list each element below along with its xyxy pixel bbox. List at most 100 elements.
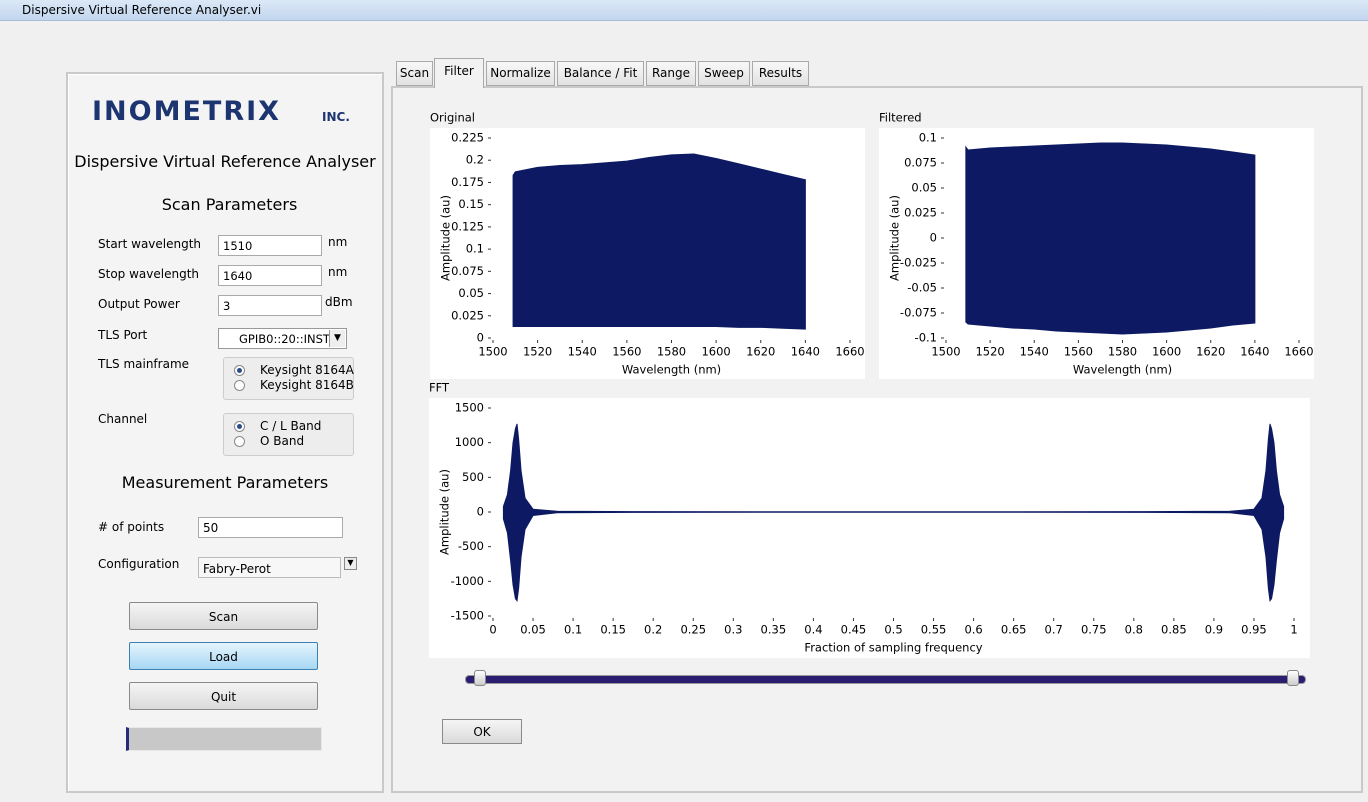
- x-tick-label: 1500: [478, 345, 507, 359]
- y-tick-label: 0: [477, 505, 484, 519]
- x-tick-label: 1580: [657, 345, 686, 359]
- section-title: Measurement Parameters: [121, 473, 329, 492]
- section-title: Scan Parameters: [161, 195, 298, 214]
- text-input[interactable]: 3: [218, 295, 322, 316]
- radio[interactable]: [234, 421, 245, 432]
- x-tick-label: 0.8: [1125, 623, 1143, 637]
- x-tick-label: 0.2: [644, 623, 662, 637]
- field-label: TLS mainframe: [98, 357, 190, 371]
- y-tick-label: 1500: [455, 401, 484, 415]
- field-label: Configuration: [98, 557, 180, 571]
- tab[interactable]: Results: [752, 61, 809, 86]
- window-title: Dispersive Virtual Reference Analyser.vi: [22, 3, 262, 17]
- logo: INOMETRIX: [92, 96, 281, 127]
- text-input[interactable]: 1510: [218, 235, 322, 256]
- y-axis-label: Amplitude (au): [439, 195, 453, 281]
- radio-group: [223, 413, 354, 456]
- button[interactable]: OK: [442, 719, 522, 744]
- x-tick-label: 0.5: [884, 623, 902, 637]
- text-input[interactable]: 50: [198, 517, 343, 538]
- y-tick-label: 0.025: [451, 308, 484, 322]
- radio-label: C / L Band: [260, 419, 322, 433]
- y-tick-label: 0: [930, 231, 937, 245]
- x-tick-label: 0: [489, 623, 496, 637]
- tab[interactable]: Sweep: [698, 61, 750, 86]
- combo-arrow[interactable]: ▼: [329, 330, 345, 347]
- y-tick-label: 0.075: [451, 264, 484, 278]
- radio[interactable]: [234, 436, 245, 447]
- app-title: Dispersive Virtual Reference Analyser: [74, 152, 376, 171]
- field-label: TLS Port: [98, 328, 148, 342]
- title-bar: Dispersive Virtual Reference Analyser.vi: [0, 0, 1368, 21]
- x-tick-label: 1600: [701, 345, 730, 359]
- chart-title: FFT: [429, 381, 450, 395]
- unit-label: nm: [328, 265, 348, 279]
- text-input[interactable]: 1640: [218, 265, 322, 286]
- y-tick-label: 0.1: [466, 242, 484, 256]
- x-tick-label: 0.55: [921, 623, 947, 637]
- tab[interactable]: Normalize: [486, 61, 555, 86]
- y-tick-label: -0.1: [915, 331, 937, 345]
- x-tick-label: 1620: [1196, 345, 1225, 359]
- y-tick-label: -500: [458, 539, 484, 553]
- field-label: Start wavelength: [98, 237, 202, 251]
- x-tick-label: 0.7: [1045, 623, 1063, 637]
- x-tick-label: 0.25: [680, 623, 706, 637]
- signal-band: [965, 142, 1256, 335]
- progress-bar: [126, 727, 322, 751]
- x-tick-label: 1500: [931, 345, 960, 359]
- y-tick-label: 500: [462, 470, 484, 484]
- y-tick-label: 0.15: [458, 197, 484, 211]
- x-tick-label: 1560: [1064, 345, 1093, 359]
- y-tick-label: -0.05: [907, 281, 937, 295]
- tab[interactable]: Scan: [396, 61, 433, 86]
- y-tick-label: 0: [477, 331, 484, 345]
- x-tick-label: 1660: [1284, 345, 1313, 359]
- y-tick-label: 0.05: [458, 286, 484, 300]
- plot-background: [429, 398, 1310, 658]
- tab[interactable]: Filter: [434, 58, 484, 88]
- x-tick-label: 1640: [791, 345, 820, 359]
- x-tick-label: 1560: [612, 345, 641, 359]
- tab[interactable]: Balance / Fit: [557, 61, 644, 86]
- x-tick-label: 0.15: [600, 623, 626, 637]
- x-tick-label: 1600: [1152, 345, 1181, 359]
- radio-label: Keysight 8164B: [260, 378, 354, 392]
- button[interactable]: Load: [129, 642, 318, 670]
- slider-track[interactable]: [465, 675, 1306, 684]
- field-label: Channel: [98, 412, 148, 426]
- radio-label: O Band: [260, 434, 305, 448]
- chart-title: Original: [430, 111, 475, 125]
- y-tick-label: 0.025: [904, 206, 937, 220]
- slider-handle[interactable]: [474, 670, 486, 686]
- combo-box[interactable]: GPIB0::20::INSTR: [218, 328, 347, 349]
- y-tick-label: 0.225: [451, 131, 484, 145]
- radio[interactable]: [234, 365, 245, 376]
- signal-band: [512, 153, 806, 330]
- logo-suffix: INC.: [322, 110, 350, 124]
- radio[interactable]: [234, 380, 245, 391]
- y-tick-label: 1000: [455, 435, 484, 449]
- radio-label: Keysight 8164A: [260, 363, 354, 377]
- button[interactable]: Quit: [129, 682, 318, 710]
- unit-label: nm: [328, 235, 348, 249]
- x-axis-label: Fraction of sampling frequency: [804, 641, 982, 655]
- y-tick-label: 0.175: [451, 175, 484, 189]
- x-axis-label: Wavelength (nm): [1073, 363, 1172, 377]
- slider-handle[interactable]: [1287, 670, 1299, 686]
- combo-arrow[interactable]: ▼: [344, 557, 357, 570]
- button[interactable]: Scan: [129, 602, 318, 630]
- field-label: # of points: [98, 520, 165, 534]
- x-axis-label: Wavelength (nm): [622, 363, 721, 377]
- x-tick-label: 1540: [568, 345, 597, 359]
- field-label: Stop wavelength: [98, 267, 199, 281]
- tab[interactable]: Range: [646, 61, 696, 86]
- x-tick-label: 0.3: [724, 623, 742, 637]
- x-tick-label: 0.1: [564, 623, 582, 637]
- x-tick-label: 0.45: [841, 623, 867, 637]
- combo-box[interactable]: Fabry-Perot: [198, 557, 341, 578]
- x-tick-label: 1520: [975, 345, 1004, 359]
- y-tick-label: -1500: [451, 609, 484, 623]
- signal-band: [502, 423, 1285, 603]
